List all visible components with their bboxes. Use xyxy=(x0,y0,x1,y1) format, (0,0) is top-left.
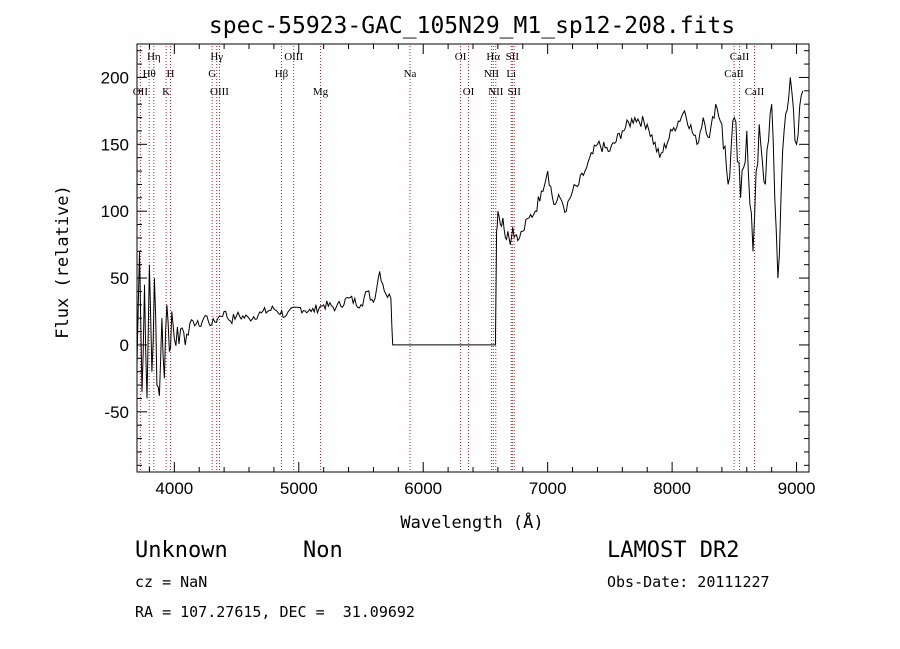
spectral-line-label: Hθ xyxy=(143,68,156,80)
object-subclass: Non xyxy=(303,538,343,563)
spectral-line-label: G xyxy=(208,68,216,80)
spectral-line-label: K xyxy=(162,86,170,98)
spectral-line-label: SII xyxy=(507,86,521,98)
x-tick-label: 8000 xyxy=(653,479,691,498)
spectral-line-label: CaII xyxy=(745,86,765,98)
x-tick-label: 6000 xyxy=(404,479,442,498)
y-tick-label: 50 xyxy=(110,269,129,288)
x-axis-label: Wavelength (Å) xyxy=(400,511,543,533)
spectral-line-label: NII xyxy=(484,68,500,80)
spectral-line-label: CaII xyxy=(730,51,750,63)
spectral-line-label: Hγ xyxy=(210,51,223,63)
spectral-line-label: NII xyxy=(488,86,504,98)
spectral-line-label: Na xyxy=(404,68,417,80)
spectral-line-label: Hη xyxy=(147,51,161,63)
spectral-line-label: Mg xyxy=(313,86,329,98)
marker-lines xyxy=(139,46,755,472)
spectral-line-label: OIII xyxy=(210,86,229,98)
object-class: Unknown xyxy=(135,538,228,563)
observation-date: Obs-Date: 20111227 xyxy=(607,573,770,591)
y-tick-label: -50 xyxy=(104,403,129,422)
y-tick-label: 150 xyxy=(101,135,129,154)
survey-name: LAMOST DR2 xyxy=(607,538,740,563)
spectral-line-label: OI xyxy=(455,51,467,63)
x-tick-label: 4000 xyxy=(155,479,193,498)
redshift-cz: cz = NaN xyxy=(135,573,208,591)
y-tick-label: 200 xyxy=(101,68,129,87)
spectral-line-label: H xyxy=(166,68,174,80)
spectral-line-label: Li xyxy=(506,68,516,80)
y-tick-label: 0 xyxy=(120,336,129,355)
plot-border xyxy=(136,43,810,473)
spectral-line-label: Hα xyxy=(486,51,500,63)
x-tick-label: 9000 xyxy=(778,479,816,498)
spectral-line-label: OI xyxy=(463,86,475,98)
x-tick-label: 5000 xyxy=(280,479,318,498)
plot-frame xyxy=(136,43,810,473)
chart-title: spec-55923-GAC_105N29_M1_sp12-208.fits xyxy=(209,13,735,39)
ra-dec: RA = 107.27615, DEC = 31.09692 xyxy=(135,603,415,621)
x-tick-label: 7000 xyxy=(529,479,567,498)
spectral-line-label: Hβ xyxy=(275,68,289,80)
spectral-line-label: OIII xyxy=(284,51,303,63)
y-axis-label: Flux (relative) xyxy=(53,185,73,339)
y-tick-label: 100 xyxy=(101,202,129,221)
spectral-line-label: CaII xyxy=(724,68,744,80)
spectral-line-label: OII xyxy=(133,86,149,98)
spectral-line-label: SII xyxy=(506,51,520,63)
spectrum-line xyxy=(136,77,804,399)
axis-tick-labels: 4000 5000 6000 7000 8000 9000 -50 0 50 100 150 200 xyxy=(101,68,816,498)
axis-ticks xyxy=(137,44,809,472)
